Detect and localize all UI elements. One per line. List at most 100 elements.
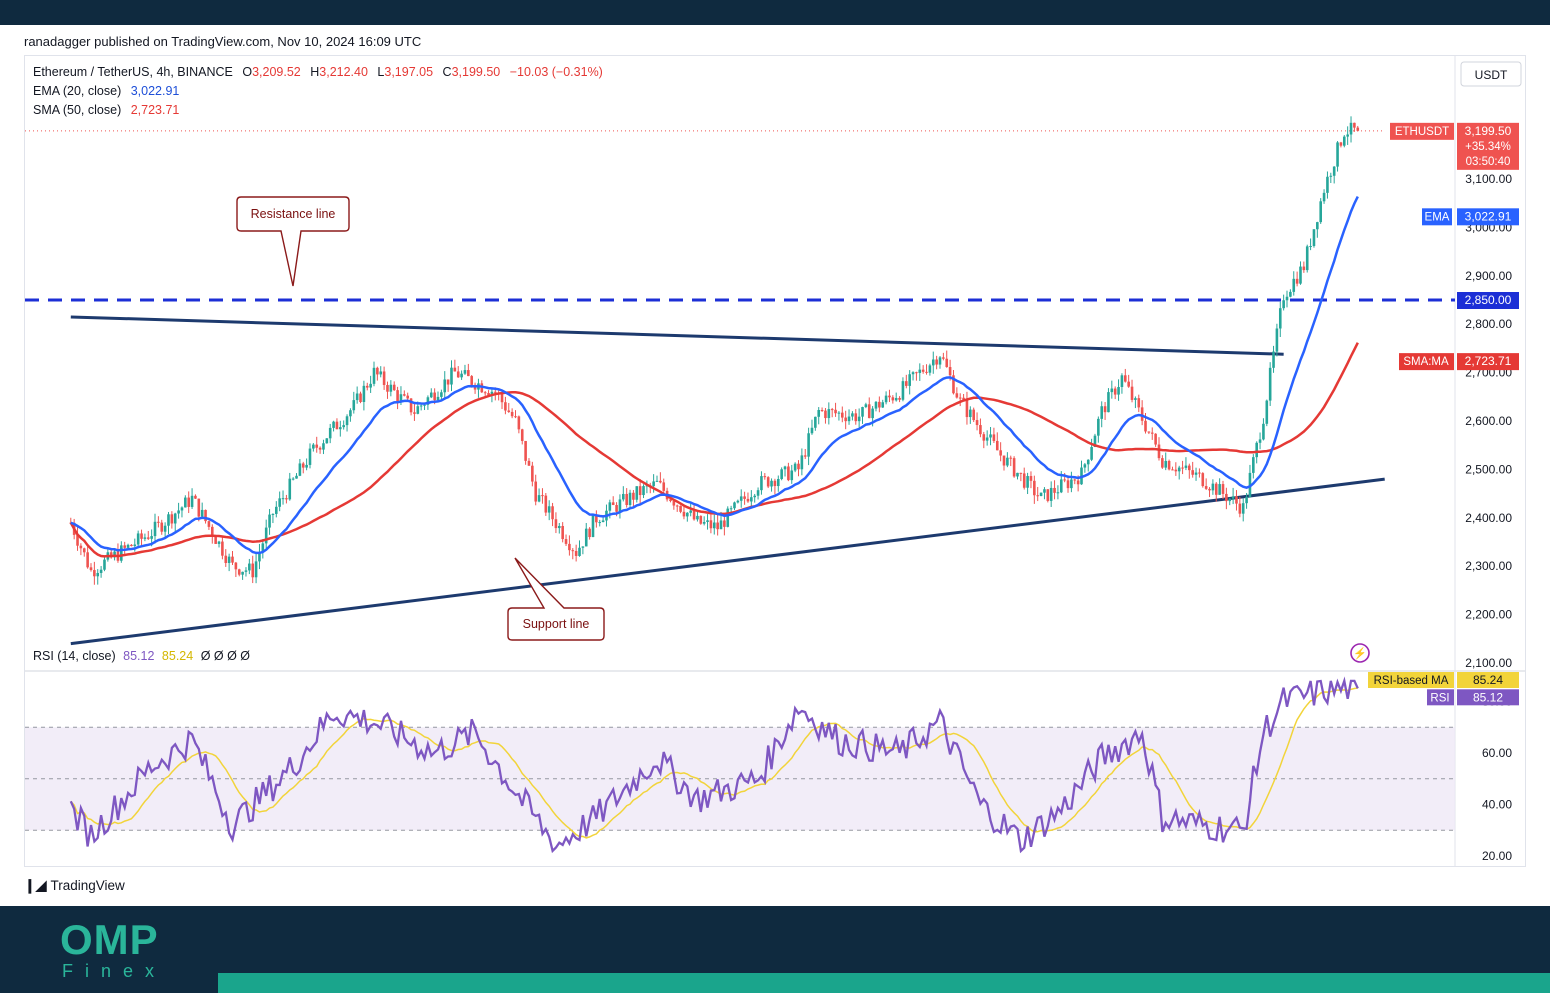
- price-axis-label: 2,800.00: [1465, 317, 1512, 331]
- ema-legend-value: 3,022.91: [130, 84, 180, 98]
- price-axis-label: 2,400.00: [1465, 511, 1512, 525]
- resistance-callout[interactable]: Resistance line: [236, 196, 350, 287]
- price-axis-label: 2,600.00: [1465, 414, 1512, 428]
- candle: [689, 510, 692, 513]
- symbol-title[interactable]: Ethereum / TetherUS, 4h, BINANCE: [33, 65, 233, 79]
- last-price-tag-price: 3,199.50: [1465, 124, 1512, 138]
- rsi-axis-label: 60.00: [1482, 746, 1512, 760]
- candle: [89, 567, 93, 571]
- candle: [258, 552, 261, 562]
- chart-card: ranadagger published on TradingView.com,…: [0, 25, 1550, 906]
- candle: [386, 384, 389, 392]
- candle: [467, 370, 470, 377]
- candle: [669, 499, 672, 502]
- candle: [288, 478, 292, 500]
- candle: [1316, 222, 1319, 230]
- tradingview-logo[interactable]: ❙◢ TradingView: [24, 877, 125, 894]
- candle: [490, 391, 494, 396]
- candle: [1012, 458, 1016, 477]
- event-flash-icon[interactable]: [1350, 643, 1370, 663]
- candle: [1046, 489, 1050, 501]
- candle: [935, 359, 938, 365]
- candle: [507, 410, 511, 412]
- candle: [578, 547, 581, 556]
- candle: [170, 514, 174, 524]
- candle: [1150, 432, 1154, 434]
- candle: [642, 486, 645, 496]
- candle: [608, 502, 612, 511]
- candle: [1026, 476, 1029, 488]
- candle: [86, 552, 89, 568]
- candle: [561, 525, 564, 540]
- candle: [1063, 479, 1066, 481]
- candle: [251, 563, 255, 578]
- chart-pane[interactable]: Resistance line Support line 2,100.00 2,200…: [24, 55, 1526, 867]
- candle: [305, 464, 308, 468]
- candle: [130, 544, 133, 547]
- candle: [1090, 447, 1093, 460]
- candle: [376, 367, 379, 375]
- candle: [581, 546, 585, 548]
- candle: [652, 481, 655, 487]
- sma-tag-label-box: [1399, 353, 1454, 371]
- candle: [1083, 464, 1087, 468]
- candle: [787, 466, 790, 481]
- candle: [1265, 400, 1269, 424]
- candle: [847, 416, 851, 422]
- candle: [537, 495, 541, 502]
- support-callout[interactable]: Support line: [507, 557, 605, 641]
- candle: [1171, 469, 1174, 471]
- candle: [1299, 266, 1302, 284]
- omp-finex-logo: OMP Finex: [60, 918, 166, 981]
- candle: [487, 392, 490, 396]
- candle: [308, 448, 312, 465]
- last-price-tag-countdown: 03:50:40: [1466, 156, 1511, 168]
- rsi-legend-name[interactable]: RSI (14, close): [33, 649, 116, 663]
- chart-svg[interactable]: Resistance line Support line 2,100.00 2,200…: [25, 56, 1525, 866]
- candle: [1154, 433, 1157, 445]
- currency-selector[interactable]: [1460, 61, 1522, 87]
- candle: [1164, 460, 1168, 468]
- candle: [830, 409, 834, 411]
- candle: [281, 498, 285, 500]
- candle: [349, 410, 352, 417]
- candle: [126, 544, 130, 548]
- resistance-trendline[interactable]: [70, 315, 1284, 356]
- candle: [1130, 386, 1134, 400]
- candle: [1204, 486, 1208, 489]
- candle: [1272, 351, 1275, 368]
- candle: [760, 476, 763, 491]
- candle: [520, 429, 524, 441]
- candle: [1221, 484, 1225, 494]
- candle: [1043, 489, 1046, 493]
- candle: [659, 480, 662, 483]
- candle: [493, 391, 497, 393]
- candle: [295, 475, 298, 479]
- candle: [1076, 480, 1080, 485]
- candle: [797, 463, 800, 470]
- candle: [359, 393, 362, 402]
- candle: [686, 512, 689, 517]
- tradingview-icon: ❙◢: [24, 877, 47, 893]
- candle: [1245, 496, 1248, 504]
- sma-legend-name[interactable]: SMA (50, close): [33, 103, 122, 117]
- candle: [702, 521, 706, 524]
- last-symbol-tag-text: ETHUSDT: [1395, 126, 1449, 138]
- candle: [1086, 459, 1090, 465]
- candle: [1103, 406, 1107, 413]
- candle: [291, 478, 295, 480]
- candle: [692, 510, 696, 520]
- candle: [150, 536, 153, 539]
- ema-legend-name[interactable]: EMA (20, close): [33, 84, 122, 98]
- support-trendline[interactable]: [70, 477, 1385, 646]
- candle: [783, 466, 787, 470]
- price-axis-label: 2,500.00: [1465, 462, 1512, 476]
- event-flash-icon-glyph: ⚡: [1353, 647, 1367, 660]
- candle: [1278, 308, 1282, 329]
- candle: [328, 427, 332, 439]
- candle: [1322, 192, 1326, 202]
- candle: [598, 522, 602, 524]
- candle: [1191, 470, 1194, 475]
- candle: [753, 495, 757, 498]
- candle: [382, 371, 386, 385]
